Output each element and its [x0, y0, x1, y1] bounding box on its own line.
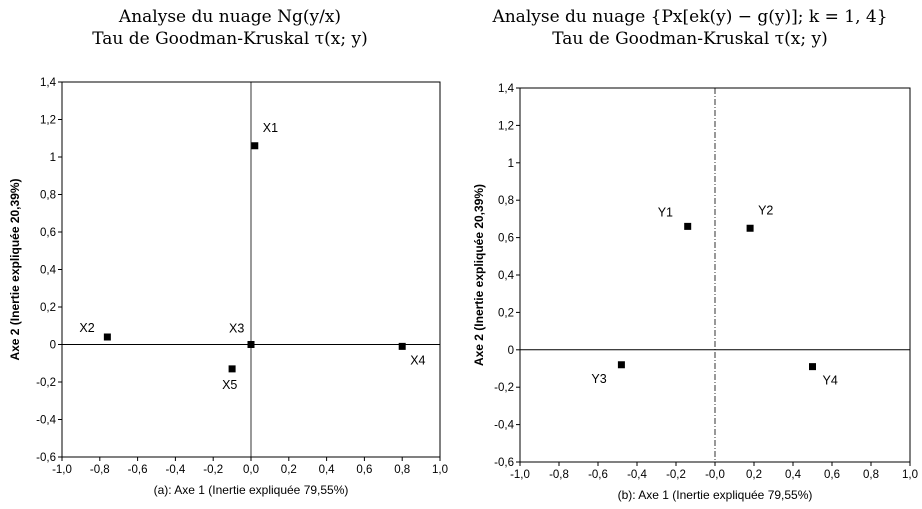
chart-a-point-x4 — [398, 342, 406, 350]
chart-b-x-tick-label: 0,2 — [746, 469, 762, 481]
chart-a-x-tick-label: 0,6 — [356, 464, 372, 476]
chart-a-y-tick-label: -0,2 — [36, 377, 56, 389]
chart-a-x-tick-label: 0,0 — [243, 464, 259, 476]
chart-a-point-label-x2: X2 — [79, 321, 94, 335]
chart-a-x-tick-label: 0,4 — [319, 464, 336, 476]
chart-b-point-y2 — [746, 224, 754, 232]
chart-a-point-label-x3: X3 — [229, 322, 244, 336]
chart-a-x-tick-label: 0,8 — [394, 464, 410, 476]
chart-b-y-axis-label: Axe 2 (Inertie expliquée 20,39%) — [472, 184, 486, 366]
chart-b-y-tick-label: 1 — [508, 158, 514, 170]
chart-a-x-axis-label: (a): Axe 1 (Inertie expliquée 79,55%) — [154, 483, 349, 497]
chart-b-subtitle: Tau de Goodman-Kruskal τ(x; y) — [552, 29, 828, 49]
chart-b-y-tick-label: -0,2 — [494, 382, 514, 394]
chart-b-x-tick-label: -1,0 — [510, 469, 530, 481]
chart-b-point-y4 — [809, 363, 816, 371]
chart-a-y-tick-label: 0,8 — [40, 190, 56, 202]
chart-b-x-tick-label: 0,6 — [824, 469, 840, 481]
chart-b-y-tick-label: 0,8 — [498, 195, 514, 207]
chart-b-y-tick-label: 0,6 — [498, 233, 514, 245]
chart-b-point-y1 — [684, 222, 692, 230]
chart-a-point-x5 — [228, 365, 236, 373]
chart-b-point-label-y1: Y1 — [658, 205, 673, 219]
chart-b-x-tick-label: -0,2 — [666, 469, 686, 481]
chart-a-x-tick-label: 1,0 — [432, 464, 448, 476]
chart-b-y-tick-label: -0,4 — [494, 420, 514, 432]
chart-b-x-tick-label: -0,6 — [588, 469, 608, 481]
chart-a-y-tick-label: 1,2 — [40, 115, 56, 127]
chart-a-point-x1 — [251, 142, 259, 150]
chart-b-title: Analyse du nuage {Px[ek(y) − g(y)]; k = … — [492, 7, 888, 27]
chart-a-point-x2 — [103, 333, 111, 341]
chart-a-y-tick-label: 1 — [50, 152, 56, 164]
chart-b-x-tick-label: 0,4 — [785, 469, 802, 481]
chart-b-x-tick-label: -0,0 — [705, 469, 725, 481]
chart-b-y-tick-label: 0 — [508, 345, 514, 357]
chart-a-x-tick-label: -0,2 — [203, 464, 223, 476]
chart-a-point-label-x4: X4 — [410, 353, 425, 367]
chart-a-point-x3 — [247, 341, 255, 348]
chart-a-point-label-x1: X1 — [263, 121, 278, 135]
chart-a-y-tick-label: -0,6 — [36, 452, 56, 464]
chart-b-title-block: Analyse du nuage {Px[ek(y) − g(y)]; k = … — [470, 6, 910, 50]
chart-a-y-axis-label: Axe 2 (Inertie expliquée 20,39%) — [8, 178, 22, 360]
chart-b-y-tick-label: 1,2 — [498, 120, 514, 132]
chart-a-y-tick-label: 0,6 — [40, 227, 56, 239]
chart-a-x-tick-label: -0,8 — [90, 464, 110, 476]
chart-a-x-tick-label: -1,0 — [52, 464, 72, 476]
chart-b-x-tick-label: 1,0 — [902, 469, 918, 481]
chart-a-y-tick-label: -0,4 — [36, 415, 56, 427]
chart-a-subtitle: Tau de Goodman-Kruskal τ(x; y) — [92, 29, 368, 49]
chart-a-x-tick-label: -0,6 — [128, 464, 148, 476]
chart-b-x-tick-label: -0,4 — [627, 469, 647, 481]
chart-b-point-label-y2: Y2 — [758, 203, 773, 217]
chart-b-point-label-y4: Y4 — [823, 374, 838, 388]
chart-b-y-tick-label: 0,2 — [498, 307, 514, 319]
chart-a-point-label-x5: X5 — [222, 378, 237, 392]
chart-b-y-tick-label: 1,4 — [498, 83, 515, 95]
chart-b-x-tick-label: -0,8 — [549, 469, 569, 481]
chart-b-x-axis-label: (b): Axe 1 (Inertie expliquée 79,55%) — [618, 488, 813, 502]
chart-a-title-block: Analyse du nuage Ng(y/x) Tau de Goodman-… — [10, 6, 450, 50]
chart-a-title: Analyse du nuage Ng(y/x) — [118, 7, 342, 27]
chart-b-point-y3 — [617, 361, 625, 369]
chart-b-point-label-y3: Y3 — [591, 372, 606, 386]
chart-a-y-tick-label: 0,2 — [40, 302, 56, 314]
chart-a-x-tick-label: -0,4 — [165, 464, 185, 476]
chart-a-y-tick-label: 1,4 — [40, 77, 57, 89]
chart-a-y-tick-label: 0 — [50, 340, 56, 352]
chart-b-y-tick-label: 0,4 — [498, 270, 515, 282]
chart-b-y-tick-label: -0,6 — [494, 457, 514, 469]
chart-b-x-tick-label: 0,8 — [863, 469, 879, 481]
chart-a-y-tick-label: 0,4 — [40, 265, 57, 277]
chart-a-x-tick-label: 0,2 — [281, 464, 297, 476]
